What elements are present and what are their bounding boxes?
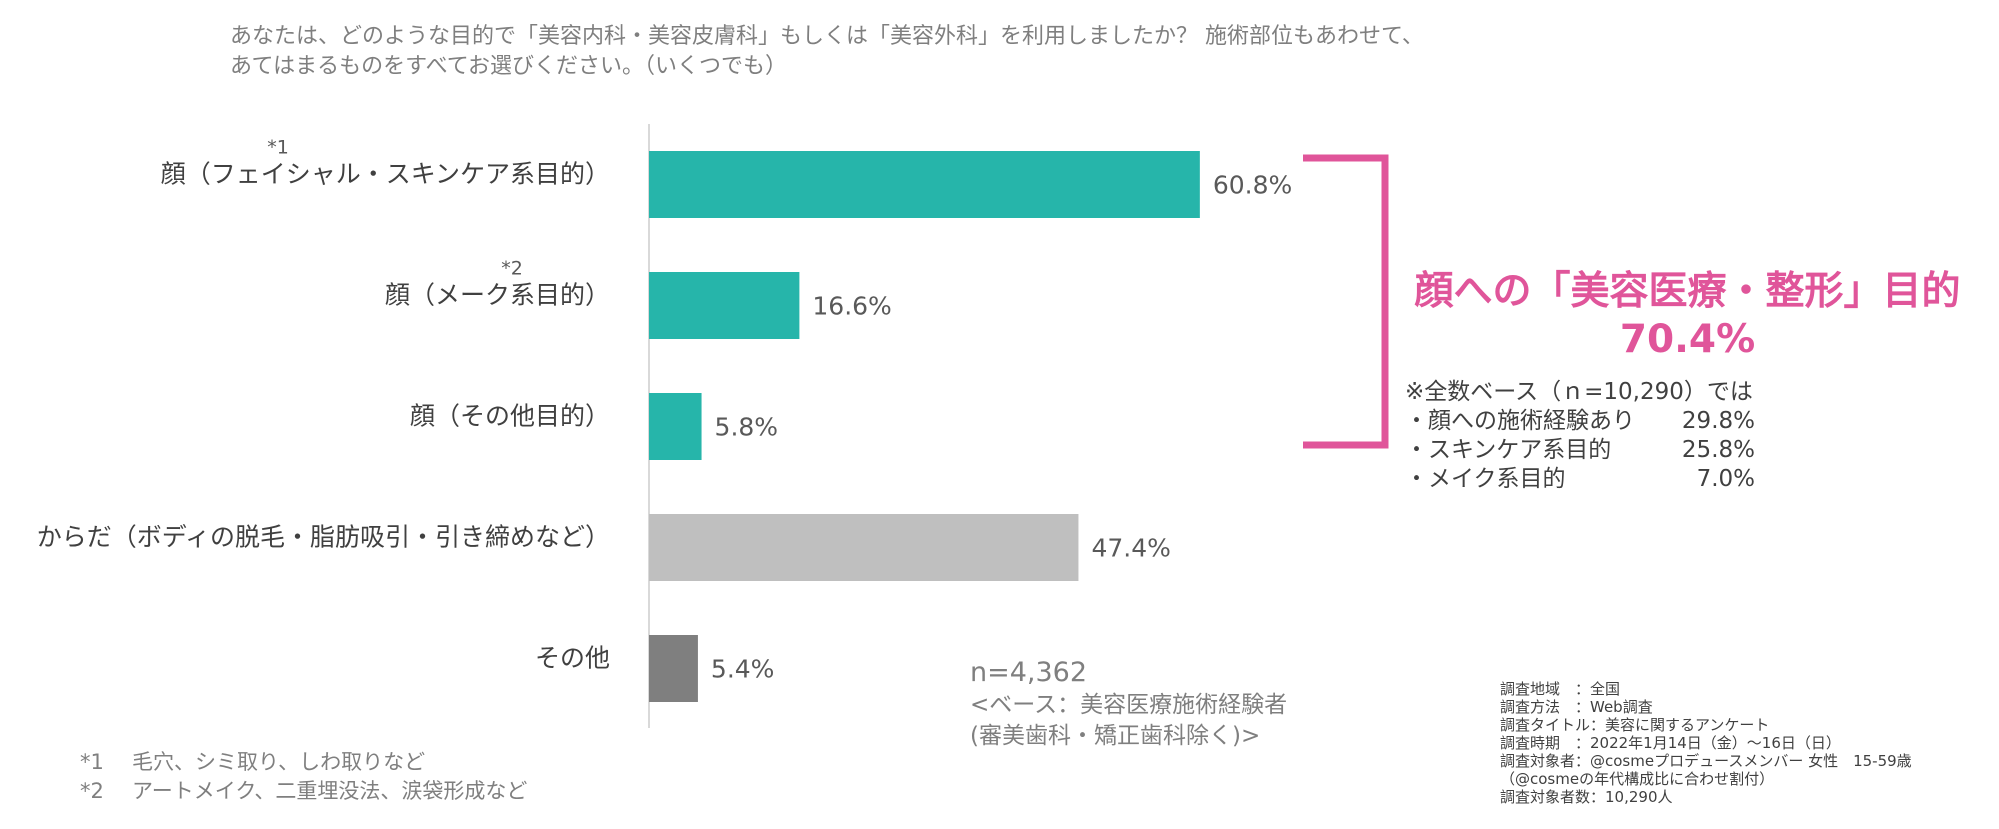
bar-value-label: 5.8% (715, 413, 779, 442)
survey-question: あなたは、どのような目的で「美容内科・美容皮膚科」もしくは「美容外科」を利用しま… (230, 22, 1424, 82)
bar (649, 514, 1079, 581)
bar-value-label: 5.4% (711, 655, 775, 684)
bar (649, 272, 800, 339)
survey-info-line: 調査時期 ：2022年1月14日（金）～16日（日） (1500, 734, 1841, 752)
bracket-title-text: 顔への「美容医療・整形」目的 (1414, 269, 1961, 314)
footnote-mark: *2 (80, 779, 104, 803)
bracket-callout: 顔への「美容医療・整形」目的 70.4% (1395, 268, 1980, 364)
survey-info-line: 調査地域 ：全国 (1500, 680, 1621, 698)
category-label: その他 (535, 644, 610, 673)
base-note-row: ・スキンケア系目的 25.8% (1405, 436, 1755, 465)
survey-info-line: 調査タイトル：美容に関するアンケート (1500, 716, 1770, 734)
category-label: 顔（メーク系目的） (385, 281, 610, 310)
base-note-value: 7.0% (1696, 466, 1755, 492)
sample-base-line-2: (審美歯科・矯正歯科除く)> (970, 723, 1261, 749)
base-note-label: ・顔への施術経験あり (1405, 408, 1635, 434)
survey-info: 調査地域 ：全国 調査方法 ：Web調査 調査タイトル：美容に関するアンケート … (1500, 680, 1912, 806)
bar (649, 635, 698, 702)
bars-group: 60.8% 顔（フェイシャル・スキンケア系目的）*1 16.6% 顔（メーク系目的）*… (37, 137, 1292, 702)
total-base-note: ※全数ベース（ｎ=10,290）では ・顔への施術経験あり 29.8% ・スキン… (1405, 378, 1755, 494)
bar (649, 151, 1200, 218)
survey-info-line: 調査方法 ：Web調査 (1500, 698, 1653, 716)
category-label: からだ（ボディの脱毛・脂肪吸引・引き締めなど） (37, 523, 610, 552)
sample-size-note: n=4,362 <ベース：美容医療施術経験者 (審美歯科・矯正歯科除く)> (970, 656, 1287, 752)
footnote-text: 毛穴、シミ取り、しわ取りなど (132, 750, 426, 774)
bar-value-label: 16.6% (812, 292, 891, 321)
base-note-row: ・メイク系目的 7.0% (1405, 465, 1755, 494)
base-note-heading: ※全数ベース（ｎ=10,290）では (1405, 379, 1753, 405)
survey-info-line: （@cosmeの年代構成比に合わせ割付） (1500, 770, 1775, 788)
base-note-label: ・メイク系目的 (1405, 466, 1566, 492)
sample-base-line-1: <ベース：美容医療施術経験者 (970, 692, 1288, 718)
bar-value-label: 60.8% (1213, 171, 1292, 200)
footnote: *1 毛穴、シミ取り、しわ取りなど (80, 748, 527, 777)
survey-info-line: 調査対象者：@cosmeプロデュースメンバー 女性 15-59歳 (1500, 752, 1912, 770)
sample-size: n=4,362 (970, 657, 1088, 688)
bracket-shape (1303, 154, 1389, 449)
category-note-mark: *2 (501, 258, 523, 280)
question-line-2: あてはまるものをすべてお選びください。（いくつでも） (230, 54, 788, 79)
category-label: 顔（フェイシャル・スキンケア系目的） (161, 160, 610, 189)
bar (649, 393, 702, 460)
bar-value-label: 47.4% (1091, 534, 1170, 563)
base-note-label: ・スキンケア系目的 (1405, 437, 1612, 463)
category-label: 顔（その他目的） (410, 402, 610, 431)
base-note-value: 29.8% (1681, 408, 1755, 434)
footnote-text: アートメイク、二重埋没法、涙袋形成など (132, 779, 528, 803)
base-note-row: ・顔への施術経験あり 29.8% (1405, 407, 1755, 436)
footnotes: *1 毛穴、シミ取り、しわ取りなど *2 アートメイク、二重埋没法、涙袋形成など (80, 748, 527, 806)
category-note-mark: *1 (267, 137, 289, 159)
survey-info-line: 調査対象者数：10,290人 (1500, 788, 1673, 806)
footnote-mark: *1 (80, 750, 104, 774)
question-line-1: あなたは、どのような目的で「美容内科・美容皮膚科」もしくは「美容外科」を利用しま… (230, 24, 1424, 49)
footnote: *2 アートメイク、二重埋没法、涙袋形成など (80, 777, 527, 806)
bracket-value-text: 70.4% (1619, 317, 1756, 362)
base-note-value: 25.8% (1681, 437, 1755, 463)
